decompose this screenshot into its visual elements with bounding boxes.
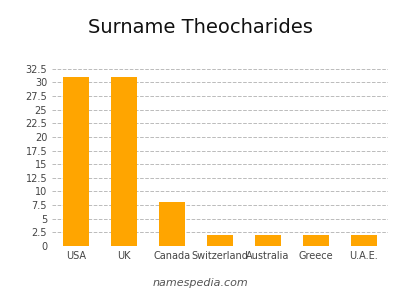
Bar (207, 235, 233, 246)
Bar (351, 235, 377, 246)
Bar (303, 235, 329, 246)
Bar (111, 77, 137, 246)
Text: Surname Theocharides: Surname Theocharides (88, 18, 312, 37)
Bar (159, 202, 185, 246)
Bar (255, 235, 281, 246)
Bar (63, 77, 89, 246)
Text: namespedia.com: namespedia.com (152, 278, 248, 288)
